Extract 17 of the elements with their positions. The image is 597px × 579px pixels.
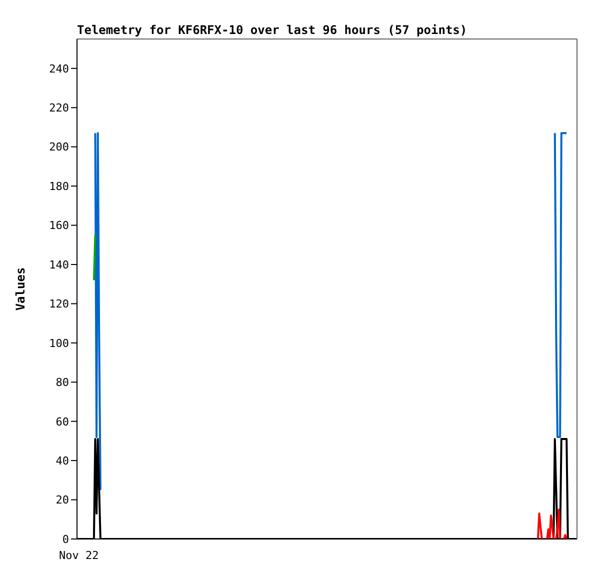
y-tick-label: 220 xyxy=(49,102,69,115)
y-tick-label: 180 xyxy=(49,180,69,193)
y-tick-label: 200 xyxy=(49,140,69,154)
chart-title: Telemetry for KF6RFX-10 over last 96 hours (57 points) xyxy=(77,23,468,37)
y-tick-label: 160 xyxy=(49,219,69,232)
line-series xyxy=(536,508,568,539)
y-axis-title: Values xyxy=(13,267,28,311)
y-tick-label: 60 xyxy=(56,415,69,428)
y-tick-label: 120 xyxy=(49,298,69,311)
y-tick-label: 100 xyxy=(49,336,69,350)
y-tick-label: 140 xyxy=(49,258,69,272)
y-tick-label: 0 xyxy=(62,532,69,546)
y-tick-label: 240 xyxy=(49,62,69,76)
y-tick-label: 40 xyxy=(56,454,69,468)
text: Nov 22 xyxy=(59,549,99,562)
y-tick-label: 20 xyxy=(56,494,69,507)
y-tick-label: 80 xyxy=(56,376,69,390)
